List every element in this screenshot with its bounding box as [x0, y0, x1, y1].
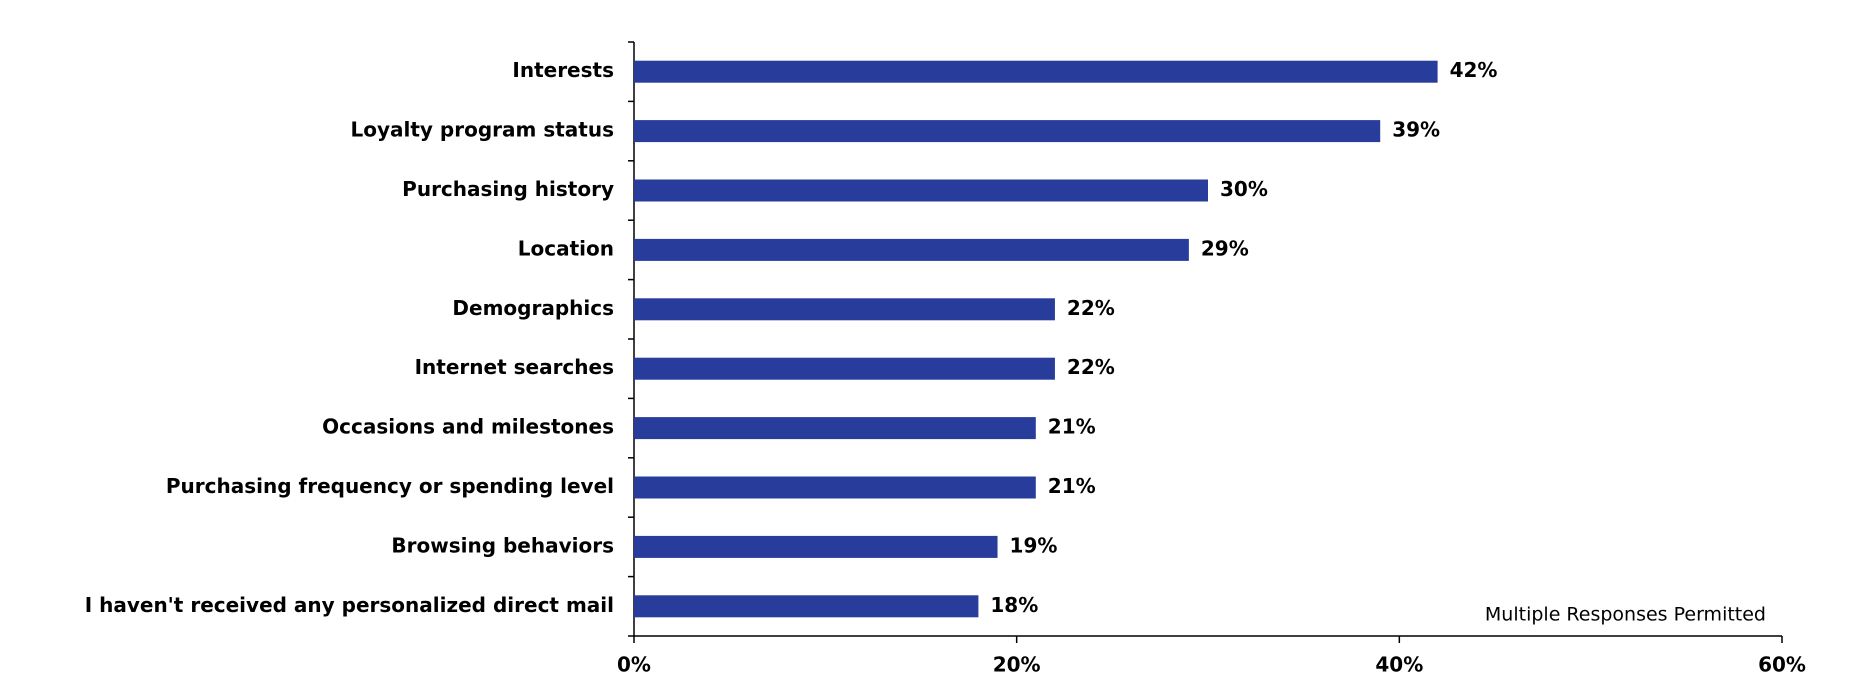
y-tick-label: Loyalty program status: [351, 118, 615, 142]
bar: [634, 535, 998, 558]
bar: [634, 298, 1055, 321]
bar: [634, 357, 1055, 380]
y-tick-label: Internet searches: [415, 355, 614, 379]
y-tick-label: Demographics: [452, 296, 614, 320]
y-tick-label: Occasions and milestones: [322, 415, 614, 439]
value-label: 19%: [1010, 533, 1058, 557]
value-label: 21%: [1048, 415, 1096, 439]
y-tick-label: Interests: [512, 58, 614, 82]
value-label: 18%: [990, 593, 1038, 617]
x-tick-label: 20%: [993, 653, 1041, 677]
y-tick-label: Location: [518, 236, 614, 260]
bar: [634, 476, 1036, 499]
y-tick-label: I haven't received any personalized dire…: [85, 593, 614, 617]
y-tick-label: Purchasing frequency or spending level: [166, 474, 614, 498]
bar: [634, 238, 1189, 261]
value-label: 21%: [1048, 474, 1096, 498]
bar: [634, 60, 1438, 83]
value-label: 30%: [1220, 177, 1268, 201]
x-tick-label: 0%: [617, 653, 651, 677]
value-label: 39%: [1392, 118, 1440, 142]
value-label: 29%: [1201, 236, 1249, 260]
value-label: 22%: [1067, 296, 1115, 320]
annotation: Multiple Responses Permitted: [1485, 604, 1766, 626]
bar: [634, 179, 1208, 202]
value-label: 22%: [1067, 355, 1115, 379]
value-label: 42%: [1450, 58, 1498, 82]
y-tick-label: Purchasing history: [402, 177, 614, 201]
y-tick-label: Browsing behaviors: [391, 533, 614, 557]
bar: [634, 120, 1381, 143]
x-tick-label: 40%: [1375, 653, 1423, 677]
x-tick-label: 60%: [1758, 653, 1806, 677]
bar: [634, 595, 979, 618]
bar: [634, 417, 1036, 440]
